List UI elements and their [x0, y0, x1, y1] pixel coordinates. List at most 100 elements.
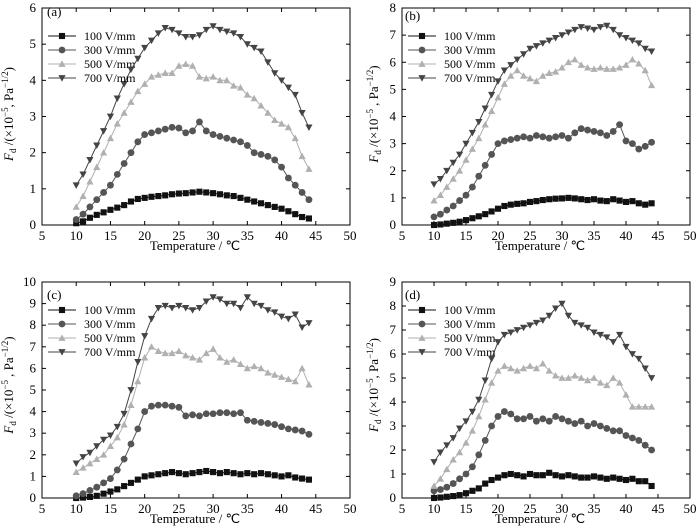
data-point — [571, 129, 579, 137]
data-point — [243, 364, 251, 372]
data-point — [450, 219, 457, 226]
data-point — [134, 476, 141, 483]
data-point — [202, 298, 210, 306]
data-point — [507, 410, 515, 418]
data-point — [230, 300, 238, 308]
data-point — [507, 136, 515, 143]
data-point — [546, 469, 553, 476]
data-point — [481, 121, 489, 128]
data-point — [168, 402, 176, 410]
data-point — [121, 202, 128, 209]
data-point — [243, 142, 251, 149]
data-point — [628, 55, 636, 63]
data-point — [264, 59, 272, 66]
data-point — [648, 48, 656, 55]
x-tick-label: 15 — [104, 501, 117, 516]
data-point — [271, 156, 279, 164]
data-point — [284, 174, 292, 182]
x-tick-label: 30 — [556, 501, 569, 516]
data-point — [628, 37, 636, 45]
data-point — [168, 349, 176, 357]
data-point — [100, 451, 108, 458]
x-tick-label: 35 — [241, 228, 254, 243]
data-point — [558, 415, 566, 423]
y-tick-label: 2 — [390, 442, 397, 457]
data-point — [616, 64, 624, 71]
data-point — [468, 463, 476, 471]
y-tick-label: 4 — [390, 109, 397, 124]
data-point — [141, 194, 148, 201]
data-point — [161, 349, 169, 357]
y-tick-label: 6 — [30, 360, 37, 375]
data-point — [106, 113, 115, 121]
data-point — [609, 339, 617, 346]
data-point — [189, 189, 196, 196]
data-point — [552, 412, 560, 420]
data-point — [520, 473, 527, 480]
x-tick-label: 45 — [652, 501, 665, 516]
y-tick-label: 8 — [30, 317, 37, 332]
x-axis-label: Temperature / ℃ — [495, 238, 585, 253]
data-point — [500, 362, 508, 369]
data-point — [648, 138, 656, 146]
data-point — [488, 379, 496, 386]
data-point — [488, 208, 495, 215]
series-500-vmm — [430, 360, 656, 489]
y-tick-label: 5 — [30, 36, 37, 51]
data-point — [590, 473, 598, 480]
data-point — [264, 471, 271, 478]
y-tick-label: 5 — [390, 81, 397, 96]
data-point — [622, 343, 630, 351]
x-tick-label: 25 — [172, 228, 185, 243]
legend-marker — [58, 349, 66, 356]
data-point — [257, 302, 265, 310]
data-point — [127, 440, 135, 448]
legend-label: 100 V/mm — [444, 29, 496, 43]
data-point — [609, 374, 617, 381]
data-point — [202, 26, 210, 34]
data-point — [148, 129, 155, 137]
data-point — [141, 333, 149, 340]
data-point — [609, 65, 617, 72]
data-point — [616, 197, 623, 204]
data-point — [148, 402, 155, 410]
y-tick-label: 0 — [390, 490, 397, 505]
data-point — [230, 193, 237, 200]
data-point — [155, 193, 162, 200]
data-point — [635, 40, 643, 47]
data-point — [449, 456, 457, 463]
data-point — [203, 189, 210, 196]
y-tick-label: 1 — [390, 190, 397, 205]
data-point — [305, 165, 313, 172]
legend-label: 300 V/mm — [84, 43, 136, 57]
legend-marker — [418, 320, 426, 328]
data-point — [552, 472, 559, 479]
data-point — [134, 138, 142, 146]
data-point — [86, 214, 93, 221]
data-point — [168, 123, 176, 131]
data-point — [216, 354, 224, 361]
data-point — [430, 181, 438, 188]
data-point — [616, 331, 624, 339]
data-point — [244, 470, 251, 477]
data-point — [223, 192, 230, 199]
data-point — [494, 339, 502, 346]
data-point — [93, 211, 100, 218]
data-point — [635, 355, 643, 363]
data-point — [243, 416, 251, 424]
y-tick-label: 10 — [23, 274, 36, 289]
data-point — [596, 129, 604, 137]
legend-marker — [58, 334, 66, 341]
data-point — [635, 403, 643, 410]
x-tick-label: 5 — [399, 228, 406, 243]
data-point — [278, 423, 285, 431]
data-point — [182, 471, 189, 478]
data-point — [443, 483, 451, 491]
data-point — [250, 149, 258, 157]
data-point — [298, 189, 306, 196]
data-point — [113, 120, 121, 127]
data-point — [237, 138, 244, 146]
data-point — [147, 37, 156, 45]
data-point — [168, 69, 176, 76]
data-point — [196, 118, 203, 126]
